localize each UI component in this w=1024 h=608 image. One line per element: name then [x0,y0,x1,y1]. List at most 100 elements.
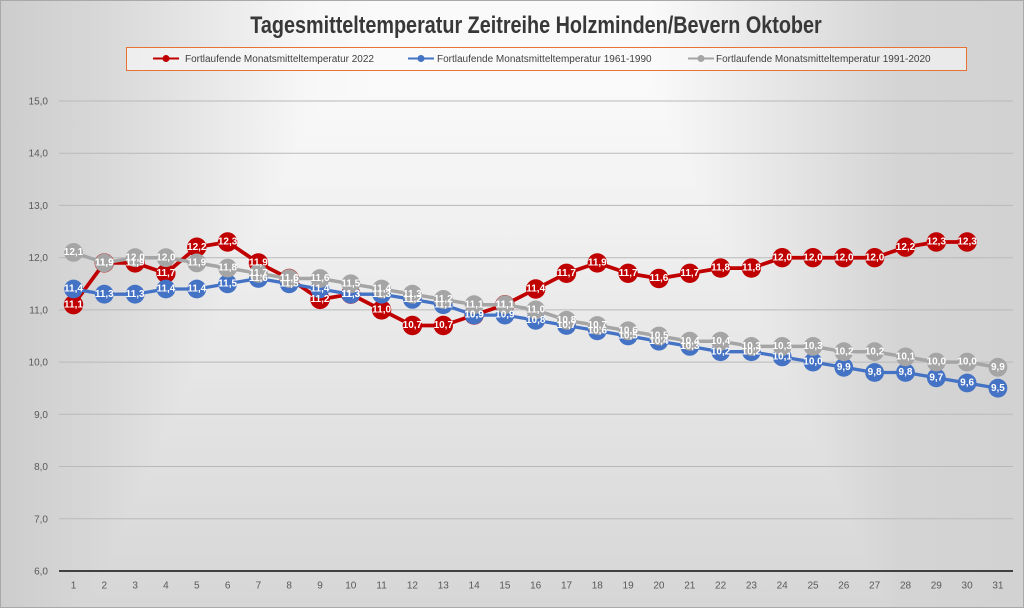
svg-text:10,7: 10,7 [403,320,423,331]
svg-text:9,9: 9,9 [991,362,1005,373]
svg-text:9,8: 9,8 [899,367,913,378]
svg-text:7,0: 7,0 [34,514,48,525]
svg-text:9: 9 [317,581,323,592]
svg-text:11,1: 11,1 [465,299,484,310]
svg-text:6,0: 6,0 [34,567,48,578]
svg-text:19: 19 [623,581,635,592]
svg-text:11,0: 11,0 [29,305,48,316]
svg-text:10,8: 10,8 [526,315,546,326]
svg-text:13: 13 [438,581,450,592]
svg-text:Fortlaufende Monatsmitteltempe: Fortlaufende Monatsmitteltemperatur 1991… [716,54,931,65]
svg-text:16: 16 [530,581,542,592]
svg-text:11,4: 11,4 [526,284,545,295]
svg-text:11,3: 11,3 [341,289,360,300]
svg-text:10,0: 10,0 [803,357,823,368]
svg-text:11,1: 11,1 [64,299,83,310]
svg-text:10: 10 [345,581,357,592]
svg-text:12,0: 12,0 [29,253,49,264]
svg-text:10,3: 10,3 [742,341,762,352]
svg-text:10,4: 10,4 [649,336,669,347]
svg-text:10,8: 10,8 [557,315,577,326]
svg-text:10,7: 10,7 [588,320,608,331]
svg-text:22: 22 [715,581,727,592]
svg-text:9,6: 9,6 [960,378,974,389]
svg-text:6: 6 [225,581,231,592]
svg-text:10,6: 10,6 [588,325,608,336]
svg-text:12,0: 12,0 [156,252,176,263]
svg-text:10,3: 10,3 [772,341,792,352]
svg-text:10,9: 10,9 [464,310,484,321]
svg-text:11,3: 11,3 [341,289,360,300]
svg-text:12,1: 12,1 [64,247,84,258]
svg-text:9,8: 9,8 [868,367,882,378]
svg-text:10,1: 10,1 [896,352,916,363]
svg-text:11,7: 11,7 [557,268,576,279]
svg-text:8,0: 8,0 [34,462,48,473]
svg-text:11,5: 11,5 [218,278,237,289]
svg-text:11,3: 11,3 [403,289,422,300]
svg-text:17: 17 [561,581,573,592]
svg-text:10,0: 10,0 [29,358,49,369]
svg-text:11,4: 11,4 [64,284,83,295]
svg-text:7: 7 [256,581,262,592]
svg-text:11,7: 11,7 [680,268,699,279]
svg-text:11,2: 11,2 [403,294,422,305]
svg-text:11,9: 11,9 [126,258,145,269]
svg-text:11,1: 11,1 [495,299,514,310]
svg-text:13,0: 13,0 [29,201,49,212]
svg-text:12,2: 12,2 [187,242,207,253]
svg-text:11,6: 11,6 [280,273,299,284]
svg-text:11,9: 11,9 [95,258,114,269]
svg-text:12,0: 12,0 [125,252,145,263]
svg-text:11,9: 11,9 [249,258,268,269]
svg-text:11,3: 11,3 [372,289,391,300]
svg-text:12,3: 12,3 [218,237,238,248]
svg-text:27: 27 [869,581,881,592]
svg-text:15: 15 [499,581,511,592]
svg-text:11,3: 11,3 [95,289,114,300]
svg-text:11,6: 11,6 [649,273,668,284]
svg-text:10,2: 10,2 [865,346,885,357]
svg-text:10,7: 10,7 [557,320,577,331]
svg-text:31: 31 [992,581,1004,592]
svg-text:11,0: 11,0 [526,305,545,316]
svg-text:10,2: 10,2 [711,346,731,357]
svg-text:3: 3 [132,581,138,592]
svg-text:21: 21 [684,581,696,592]
svg-text:25: 25 [807,581,819,592]
svg-text:12: 12 [407,581,419,592]
svg-text:11,6: 11,6 [280,273,299,284]
svg-text:11,7: 11,7 [249,268,268,279]
svg-text:4: 4 [163,581,169,592]
svg-text:12,0: 12,0 [865,252,885,263]
svg-text:12,0: 12,0 [803,252,823,263]
svg-text:11,4: 11,4 [187,284,206,295]
svg-text:11,6: 11,6 [311,273,330,284]
svg-text:10,0: 10,0 [957,357,977,368]
svg-text:11,2: 11,2 [311,294,330,305]
svg-text:12,3: 12,3 [927,237,947,248]
svg-text:11,9: 11,9 [588,258,607,269]
svg-text:10,2: 10,2 [742,346,762,357]
svg-text:12,3: 12,3 [957,237,977,248]
svg-text:11,1: 11,1 [434,299,453,310]
svg-text:11,0: 11,0 [372,305,391,316]
svg-text:14: 14 [469,581,481,592]
svg-text:28: 28 [900,581,912,592]
svg-text:26: 26 [838,581,850,592]
svg-text:11,8: 11,8 [218,263,237,274]
svg-text:10,3: 10,3 [803,341,823,352]
svg-text:1: 1 [71,581,77,592]
svg-text:18: 18 [592,581,604,592]
svg-text:11,8: 11,8 [742,263,761,274]
svg-text:30: 30 [962,581,974,592]
svg-text:10,9: 10,9 [495,310,515,321]
svg-text:12,0: 12,0 [772,252,792,263]
svg-text:20: 20 [653,581,665,592]
svg-text:10,6: 10,6 [618,325,638,336]
svg-text:Fortlaufende Monatsmitteltempe: Fortlaufende Monatsmitteltemperatur 1961… [437,54,652,65]
svg-text:5: 5 [194,581,200,592]
svg-text:11,7: 11,7 [619,268,638,279]
svg-text:9,9: 9,9 [837,362,851,373]
svg-text:9,7: 9,7 [929,372,943,383]
